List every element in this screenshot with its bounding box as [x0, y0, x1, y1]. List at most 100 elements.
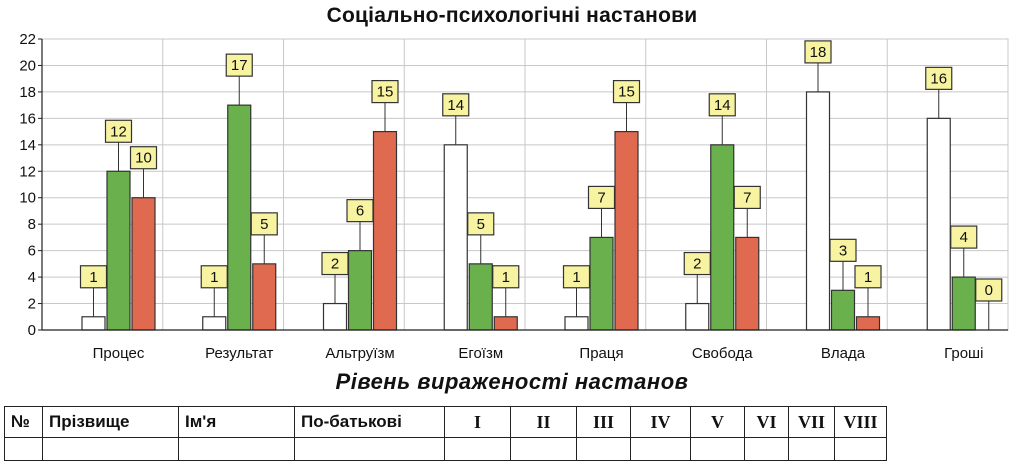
bar — [805, 91, 831, 331]
data-label-box — [104, 119, 133, 143]
bar — [926, 117, 951, 331]
data-label: 5 — [477, 216, 485, 233]
table-cell[interactable] — [576, 437, 631, 461]
col-header-surname: Прізвище — [42, 406, 179, 438]
data-label: 7 — [743, 189, 751, 206]
bars-layer — [81, 91, 976, 331]
data-label: 1 — [502, 269, 510, 286]
data-label-box — [371, 79, 399, 104]
data-label-box — [346, 199, 374, 223]
data-label: 5 — [260, 216, 268, 233]
bar — [202, 316, 227, 331]
data-label-box — [129, 146, 158, 170]
data-label: 3 — [839, 242, 847, 259]
y-tick-label: 4 — [28, 269, 36, 286]
chart-title: Соціально-психологічні настанови — [326, 4, 698, 27]
data-label-box — [200, 265, 228, 289]
table-cell[interactable] — [4, 437, 43, 461]
bar — [468, 263, 493, 331]
bar — [493, 316, 518, 331]
col-header-level-5: V — [690, 406, 745, 438]
x-tick-label: Процес — [93, 345, 145, 362]
data-label-box — [612, 79, 641, 104]
x-tick-label: Гроші — [944, 345, 983, 362]
data-label: 1 — [210, 269, 218, 286]
bar — [347, 250, 373, 331]
y-tick-label: 16 — [19, 110, 36, 127]
table-cell[interactable] — [630, 437, 691, 461]
data-label: 15 — [377, 84, 394, 101]
x-tick-label: Альтруїзм — [325, 345, 394, 362]
bar — [951, 276, 976, 331]
col-header-level-1: I — [444, 406, 511, 438]
y-tick-label: 20 — [19, 57, 36, 74]
data-label-box — [708, 93, 736, 117]
data-label-box — [442, 93, 470, 117]
data-label: 1 — [864, 269, 872, 286]
table-row — [4, 437, 887, 461]
bar — [322, 302, 348, 331]
y-tick-label: 18 — [19, 84, 36, 101]
data-label-box — [250, 212, 278, 236]
table-cell[interactable] — [444, 437, 511, 461]
table-cell[interactable] — [42, 437, 179, 461]
x-tick-label: Результат — [205, 345, 273, 362]
table-cell[interactable] — [788, 437, 835, 461]
table-cell[interactable] — [294, 437, 445, 461]
table-cell[interactable] — [834, 437, 887, 461]
data-label-box — [950, 225, 978, 249]
bar — [227, 104, 252, 331]
table-cell[interactable] — [744, 437, 789, 461]
bar — [735, 236, 760, 331]
data-label: 7 — [597, 189, 605, 206]
data-label: 17 — [231, 57, 248, 74]
data-label-box — [733, 185, 761, 210]
y-tick-label: 0 — [28, 322, 36, 339]
data-label-box — [79, 265, 108, 289]
data-label: 12 — [110, 123, 127, 140]
levels-table: № Прізвище Ім'я По-батькові I II III IV … — [4, 406, 887, 461]
bar — [564, 316, 589, 331]
data-label: 2 — [693, 256, 701, 273]
table-cell[interactable] — [690, 437, 745, 461]
y-tick-label: 22 — [19, 31, 36, 48]
data-label: 0 — [985, 282, 993, 299]
y-tick-label: 12 — [19, 163, 36, 180]
x-tick-label: Свобода — [692, 345, 753, 362]
y-tick-label: 2 — [28, 296, 36, 313]
data-label-box — [321, 251, 349, 276]
table-cell[interactable] — [510, 437, 577, 461]
col-header-number: № — [4, 406, 43, 438]
table-cell[interactable] — [178, 437, 295, 461]
y-tick-label: 10 — [19, 190, 36, 207]
data-label-box — [467, 212, 495, 236]
bar — [106, 170, 131, 331]
data-label-box — [829, 238, 857, 262]
y-tick-label: 6 — [28, 243, 36, 260]
data-label: 1 — [572, 269, 580, 286]
data-label-box — [925, 66, 953, 90]
bar — [252, 263, 277, 331]
table-header-row: № Прізвище Ім'я По-батькові I II III IV … — [4, 406, 887, 438]
x-tick-label: Влада — [821, 345, 866, 362]
bar — [710, 144, 735, 331]
data-label: 18 — [810, 44, 827, 61]
data-label-box — [562, 265, 591, 289]
data-label: 6 — [356, 203, 364, 220]
data-label: 4 — [960, 229, 968, 246]
data-label: 2 — [331, 256, 339, 273]
data-label-box — [587, 185, 616, 210]
bar — [614, 130, 639, 331]
data-label: 10 — [135, 150, 152, 167]
data-label-box — [225, 53, 253, 77]
x-tick-label: Праця — [579, 345, 623, 362]
data-label-box — [975, 278, 1003, 302]
col-header-patronymic: По-батькові — [294, 406, 445, 438]
bar — [685, 302, 710, 331]
col-header-level-4: IV — [630, 406, 691, 438]
data-label: 14 — [714, 97, 731, 114]
data-label: 15 — [618, 84, 635, 101]
bar — [372, 130, 398, 331]
